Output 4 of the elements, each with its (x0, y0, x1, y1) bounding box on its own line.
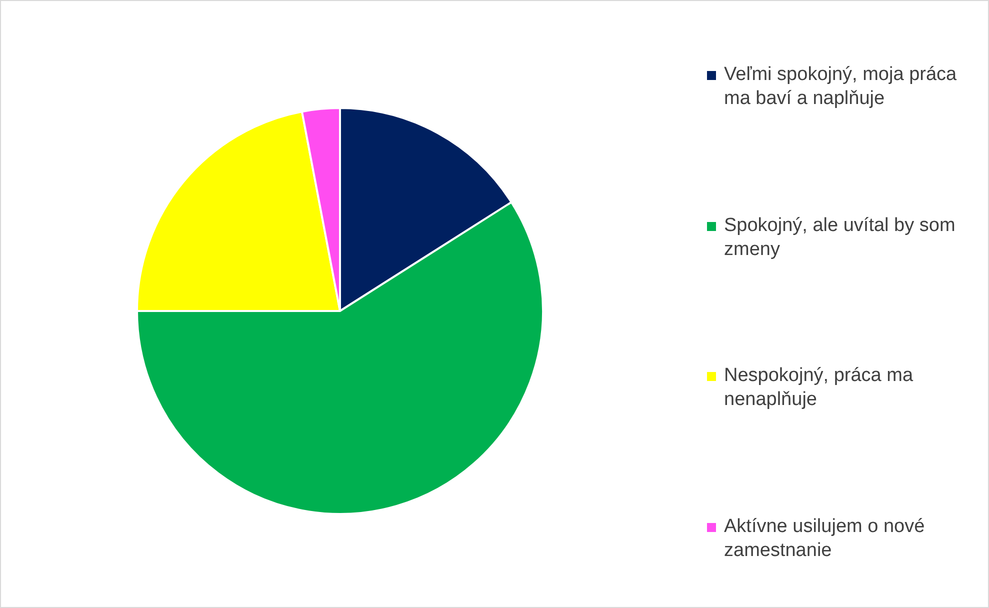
legend-label: Aktívne usilujem o nové zamestnanie (724, 514, 926, 563)
legend-label: Spokojný, ale uvítal by som zmeny (724, 214, 956, 262)
legend-label: Nespokojný, práca ma nenaplňuje (724, 364, 914, 412)
legend-label: Veľmi spokojný, moja práca ma baví a naplňuje (724, 63, 958, 111)
